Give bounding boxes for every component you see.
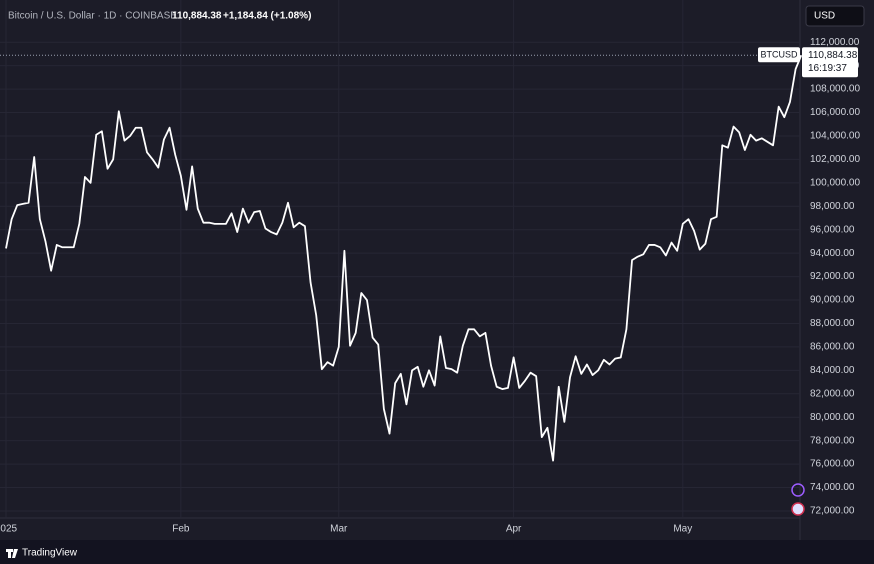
price-tag-text: 110,884.38: [808, 50, 858, 61]
y-tick-label: 104,000.00: [810, 131, 860, 142]
y-tick-label: 78,000.00: [810, 435, 855, 446]
x-tick-label: May: [673, 524, 692, 535]
y-tick-label: 84,000.00: [810, 365, 855, 376]
currency-button[interactable]: [805, 5, 865, 27]
y-tick-label: 100,000.00: [810, 177, 860, 188]
y-tick-label: 102,000.00: [810, 154, 860, 165]
x-tick-label: 2025: [0, 524, 18, 535]
y-tick-label: 94,000.00: [810, 248, 855, 259]
y-tick-label: 108,000.00: [810, 84, 860, 95]
y-tick-label: 98,000.00: [810, 201, 855, 212]
y-tick-label: 92,000.00: [810, 271, 855, 282]
y-tick-label: 80,000.00: [810, 412, 855, 423]
symbol-tag: [758, 47, 800, 63]
event-icon[interactable]: [791, 483, 805, 497]
x-tick-label: Mar: [330, 524, 348, 535]
y-tick-label: 112,000.00: [810, 37, 860, 48]
header-price: 110,884.38: [172, 11, 222, 22]
symbol: Bitcoin / U.S. Dollar · 1D · COINBASE: [8, 11, 177, 22]
y-tick-label: 72,000.00: [810, 506, 855, 517]
x-tick-label: Apr: [506, 524, 522, 535]
y-tick-label: 86,000.00: [810, 342, 855, 353]
event-icon[interactable]: [791, 502, 805, 516]
plot-bg: [0, 0, 874, 540]
y-tick-label: 96,000.00: [810, 224, 855, 235]
brand: TradingView: [22, 548, 78, 559]
price-tag: [802, 47, 858, 78]
y-tick-label: 106,000.00: [810, 107, 860, 118]
header-change: +1,184.84 (+1.08%): [223, 11, 311, 22]
y-tick-label: 82,000.00: [810, 388, 855, 399]
symbol-tag-text: BTCUSD: [760, 50, 798, 60]
marks: [5, 54, 803, 462]
logo: [6, 549, 18, 558]
y-tick-label: 76,000.00: [810, 459, 855, 470]
price-line: [5, 54, 803, 462]
x-tick-label: Feb: [172, 524, 190, 535]
footer-bg: [0, 540, 874, 564]
y-tick-label: 90,000.00: [810, 295, 855, 306]
y-tick-label: 88,000.00: [810, 318, 855, 329]
currency[interactable]: USD: [814, 11, 835, 22]
countdown: 16:19:37: [808, 63, 847, 74]
y-tick-label: 74,000.00: [810, 482, 855, 493]
